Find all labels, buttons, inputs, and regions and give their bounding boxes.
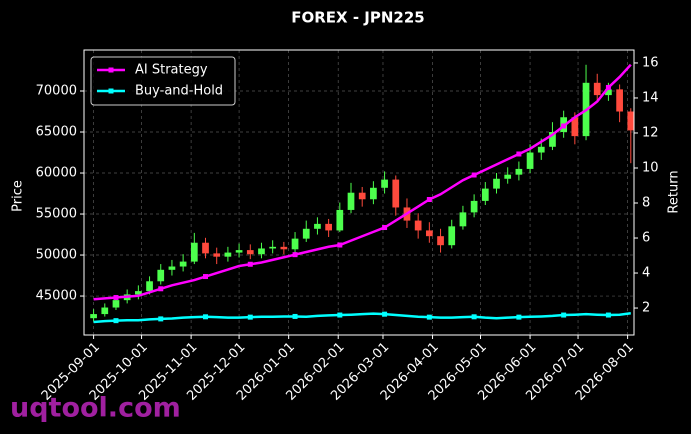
line-marker <box>247 261 253 267</box>
candle-body <box>504 174 512 179</box>
candle-body <box>481 188 489 201</box>
line-marker <box>158 286 164 292</box>
line-marker <box>561 123 567 129</box>
candle-body <box>157 269 165 282</box>
y-tick-label: 55000 <box>36 207 77 222</box>
candle-body <box>336 209 344 231</box>
line-marker <box>247 314 253 320</box>
candle-body <box>414 220 422 231</box>
watermark: uqtool.com <box>10 393 181 424</box>
y2-tick-label: 4 <box>642 266 650 281</box>
candle-body <box>224 252 232 257</box>
y2-tick-label: 6 <box>642 231 650 246</box>
line <box>93 63 632 301</box>
candle-body <box>146 281 153 292</box>
line-marker <box>292 252 298 258</box>
candle-body <box>448 226 456 246</box>
candle-body <box>571 117 579 137</box>
candle-body <box>425 230 433 237</box>
candle-body <box>179 261 187 267</box>
y-tick-label: 60000 <box>36 166 77 181</box>
candle-body <box>347 192 355 210</box>
candle-body <box>616 89 623 112</box>
plot-frame <box>83 49 635 336</box>
candle-body <box>235 250 243 253</box>
candle-body <box>381 179 388 188</box>
line-marker <box>337 242 343 248</box>
candle-body <box>437 236 444 246</box>
legend: AI Strategy Buy-and-Hold <box>90 56 236 106</box>
candle-body <box>291 238 299 250</box>
line-marker <box>426 197 432 203</box>
candle-body <box>358 192 366 200</box>
y2-tick-label: 2 <box>642 301 650 316</box>
y2-tick-label: 16 <box>642 55 659 70</box>
line-marker <box>471 314 477 320</box>
candle-body <box>392 179 400 208</box>
line-marker <box>113 295 119 301</box>
candle-body <box>325 223 332 231</box>
candle-body <box>493 178 500 189</box>
y-tick-label: 65000 <box>36 125 77 140</box>
candle-body <box>101 307 109 315</box>
candle-body <box>593 82 601 96</box>
y2-tick-label: 8 <box>642 196 650 211</box>
y2-tick-label: 14 <box>642 90 659 105</box>
candle-body <box>370 187 377 200</box>
candle-body <box>470 200 478 213</box>
line-marker <box>471 172 477 178</box>
line-marker <box>158 316 164 322</box>
line-marker <box>561 312 567 318</box>
y-tick-label: 50000 <box>36 248 77 263</box>
candle-body <box>258 248 265 255</box>
line-marker <box>203 274 209 280</box>
y2-tick-label: 10 <box>642 160 659 175</box>
y-axis-label: Price <box>11 180 26 212</box>
candle-body <box>302 228 310 239</box>
legend-marker <box>108 67 114 73</box>
line <box>93 312 631 324</box>
candle-body <box>90 314 97 319</box>
candle-body <box>314 223 321 229</box>
legend-label: Buy-and-Hold <box>135 84 223 99</box>
candle-body <box>515 168 523 175</box>
legend-box <box>90 56 236 106</box>
line-marker <box>605 312 611 318</box>
candle-body <box>605 89 612 96</box>
candle-body <box>135 291 142 295</box>
candle-body <box>190 242 198 262</box>
y2-tick-label: 12 <box>642 125 659 140</box>
candle-body <box>280 246 288 250</box>
line-marker <box>382 225 388 231</box>
candle-body <box>168 266 176 270</box>
line-marker <box>426 314 432 320</box>
candle-body <box>459 212 467 227</box>
candle-body <box>627 111 635 131</box>
candle-body <box>537 146 545 153</box>
candle-body <box>112 300 120 308</box>
y2-axis-label: Return <box>667 170 682 213</box>
chart-title: FOREX - JPN225 <box>291 9 424 27</box>
line-marker <box>516 314 522 320</box>
candle-body <box>269 246 277 249</box>
line-marker <box>382 311 388 317</box>
legend-marker <box>108 88 114 94</box>
line-marker <box>292 313 298 319</box>
candle-body <box>213 253 221 257</box>
candle-body <box>246 250 254 255</box>
line-marker <box>605 84 611 90</box>
line-marker <box>516 151 522 157</box>
legend-label: AI Strategy <box>135 63 208 78</box>
line-marker <box>337 312 343 318</box>
candle-body <box>526 152 534 169</box>
y-tick-label: 45000 <box>36 289 77 304</box>
y-tick-label: 70000 <box>36 84 77 99</box>
candle-body <box>549 132 556 147</box>
line-marker <box>113 318 119 324</box>
line-marker <box>203 314 209 320</box>
candle-body <box>202 242 209 254</box>
